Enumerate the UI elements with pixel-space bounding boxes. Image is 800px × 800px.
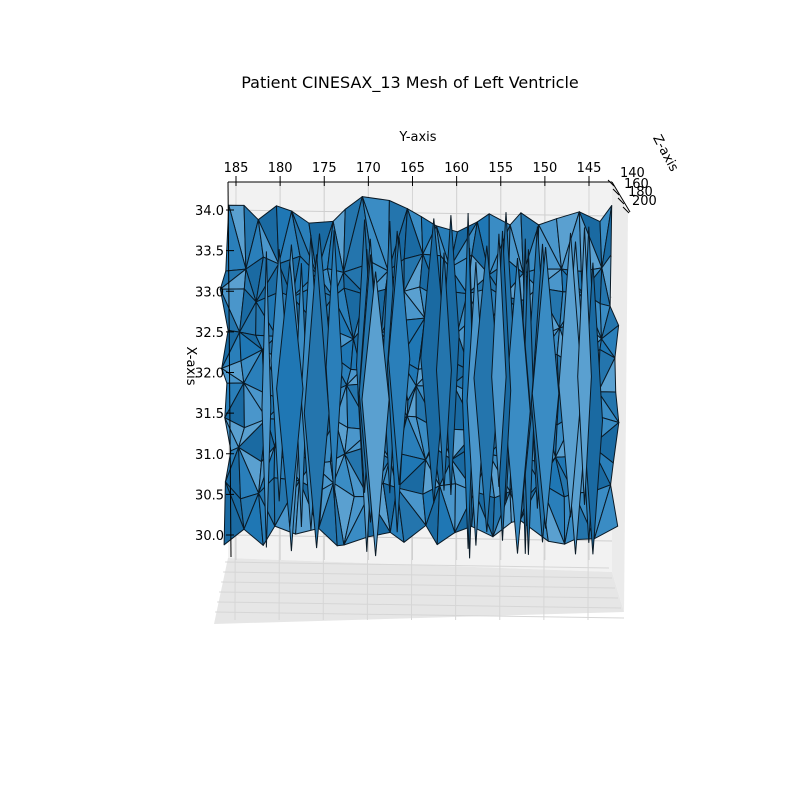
x-tick-label: 33.5 <box>195 245 224 260</box>
y-tick-label: 180 <box>268 161 293 176</box>
z-tick-label: 200 <box>632 194 657 209</box>
x-axis-ticks: 30.0 30.5 31.0 31.5 32.0 32.5 33.0 33.5 34.0 <box>195 204 234 544</box>
x-axis-label: X-axis <box>183 347 198 386</box>
mesh-spike <box>276 262 304 527</box>
y-tick-label: 150 <box>532 161 557 176</box>
floor-grid-line <box>217 601 622 609</box>
z-tick-mark <box>617 197 625 205</box>
mesh-spike <box>387 237 411 485</box>
y-axis-ticks: 185 180 175 170 165 160 155 150 145 <box>224 161 602 186</box>
z-tick-label: 180 <box>628 185 653 200</box>
z-tick-mark <box>612 188 620 196</box>
y-tick-label: 170 <box>356 161 381 176</box>
mesh-spike <box>303 254 330 549</box>
x-tick-label: 30.0 <box>195 529 224 544</box>
mesh-spike <box>261 251 272 548</box>
z-axis-label: Z-axis <box>649 132 681 174</box>
ventricle-mesh-surface <box>219 196 620 559</box>
y-tick-label: 145 <box>577 161 602 176</box>
mesh-spike <box>435 252 452 491</box>
x-tick-label: 33.0 <box>195 285 224 300</box>
floor-pane-fill <box>214 558 624 624</box>
z-tick-mark <box>622 206 630 214</box>
floor-grid-line <box>221 581 616 589</box>
mesh-spike <box>577 227 592 505</box>
mesh-face <box>593 484 619 540</box>
z-axis-line <box>611 181 631 213</box>
floor-grid-line <box>219 591 619 599</box>
mesh-face <box>436 485 456 546</box>
mesh-spike <box>531 247 560 529</box>
z-tick-label: 140 <box>620 166 645 181</box>
z-tick-label: 160 <box>624 177 649 192</box>
y-tick-label: 160 <box>444 161 469 176</box>
mesh-spike <box>558 232 583 518</box>
z-tick-mark <box>607 179 615 187</box>
floor-grid-line <box>225 561 610 569</box>
side-pane-fill <box>612 182 628 612</box>
floor-grid-line <box>223 571 613 579</box>
mesh-face <box>332 482 345 547</box>
y-tick-label: 175 <box>312 161 337 176</box>
y-tick-label: 155 <box>488 161 513 176</box>
y-axis-label: Y-axis <box>398 130 436 145</box>
grid-line-x <box>229 209 613 217</box>
mesh-spike <box>361 271 390 557</box>
mesh-face <box>223 481 245 546</box>
x-tick-label: 34.0 <box>195 204 224 219</box>
y-tick-label: 165 <box>400 161 425 176</box>
chart-title: Patient CINESAX_13 Mesh of Left Ventricl… <box>241 73 579 93</box>
x-tick-label: 32.5 <box>195 326 224 341</box>
x-tick-label: 30.5 <box>195 488 224 503</box>
x-tick-label: 32.0 <box>195 367 224 382</box>
x-tick-label: 31.0 <box>195 448 224 463</box>
y-tick-label: 185 <box>224 161 249 176</box>
mesh-spike <box>325 230 343 498</box>
mesh-face <box>396 487 427 543</box>
x-tick-label: 31.5 <box>195 407 224 422</box>
mesh-spike <box>491 233 507 487</box>
floor-grid-line <box>215 611 625 619</box>
